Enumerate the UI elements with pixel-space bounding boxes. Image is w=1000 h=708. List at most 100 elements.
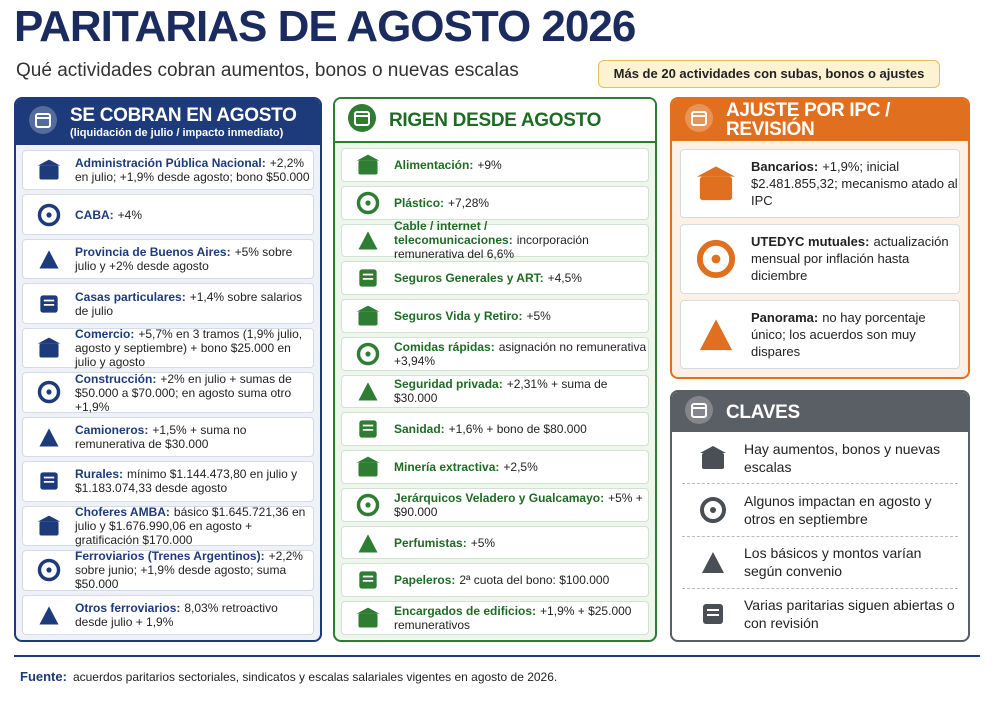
- column-header: AJUSTE POR IPC / REVISIÓN: [672, 99, 968, 141]
- header-icon: [684, 103, 714, 138]
- item-detail: +1,9% + $25.000 remunerativos: [394, 604, 632, 633]
- item-name: Papeleros:: [394, 573, 456, 588]
- item-name: Perfumistas:: [394, 535, 467, 550]
- header-text: RIGEN DESDE AGOSTO: [389, 111, 601, 130]
- item-text: Seguros Generales y ART: +4,5%: [394, 271, 582, 285]
- item-text: Rurales: mínimo $1.144.473,80 en julio y …: [75, 467, 313, 495]
- item: Plástico: +7,28%: [341, 185, 649, 220]
- column-title: RIGEN DESDE AGOSTO: [389, 109, 602, 131]
- item: Seguros Generales y ART: +4,5%: [341, 261, 649, 296]
- item-text: Papeleros: 2ª cuota del bono: $100.000: [394, 573, 609, 587]
- clave-text: Los básicos y montos varían según conven…: [744, 545, 922, 580]
- item-name: Cable / internet / telecomunicaciones:: [394, 219, 513, 248]
- item-name: Alimentación:: [394, 157, 474, 172]
- icon: [681, 312, 751, 356]
- item-detail: +9%: [477, 157, 502, 172]
- item: Comidas rápidas: asignación no remunerati…: [341, 336, 649, 371]
- header-glyph: [685, 103, 713, 132]
- item-detail: +5% + $90.000: [394, 490, 643, 519]
- item-detail: actualización mensual por inflación hast…: [751, 234, 949, 284]
- icon-glyph: [39, 606, 59, 625]
- clave-item: Algunos impactan en agosto y otros en se…: [682, 484, 958, 537]
- item-text: UTEDYC mutuales: actualización mensual po…: [751, 233, 959, 284]
- item: Panorama: no hay porcentaje único; los ac…: [680, 299, 960, 369]
- item: Rurales: mínimo $1.144.473,80 en julio y …: [22, 461, 314, 502]
- item: Ferroviarios (Trenes Argentinos): +2,2% s…: [22, 549, 314, 591]
- item-name: Construcción:: [75, 371, 157, 386]
- item: Jerárquicos Veladero y Gualcamayo: +5% + …: [341, 487, 649, 522]
- header-text: AJUSTE POR IPC / REVISIÓN: [726, 101, 956, 139]
- icon: [342, 605, 394, 631]
- claves-title: CLAVES: [726, 401, 800, 423]
- item: Encargados de edificios: +1,9% + $25.000 …: [341, 601, 649, 635]
- icon: [342, 303, 394, 329]
- item-text: Ferroviarios (Trenes Argentinos): +2,2% s…: [75, 549, 313, 591]
- icon-glyph: [356, 154, 380, 175]
- header-icon: [28, 105, 58, 140]
- icon-glyph: [702, 552, 724, 574]
- icon-glyph: [356, 191, 380, 214]
- item-name: Casas particulares:: [75, 289, 186, 304]
- item-name: Camioneros:: [75, 422, 149, 437]
- item: Choferes AMBA: básico $1.645.721,36 en ju…: [22, 505, 314, 547]
- item-detail: 8,03% retroactivo desde julio + 1,9%: [75, 600, 278, 629]
- clave-text: Algunos impactan en agosto y otros en se…: [744, 492, 932, 527]
- icon: [342, 378, 394, 404]
- item-name: Encargados de edificios:: [394, 604, 537, 619]
- item-name: Seguridad privada:: [394, 377, 503, 392]
- icon-glyph: [359, 269, 377, 287]
- item-detail: +2,2% en julio; +1,9% desde agosto; bono…: [75, 156, 310, 185]
- item-detail: +2,2% sobre junio; +1,9% desde agosto; s…: [75, 549, 303, 592]
- footer-label: Fuente:: [20, 669, 67, 684]
- icon: [682, 443, 744, 473]
- icon-glyph: [37, 337, 61, 358]
- item-name: Comercio:: [75, 327, 135, 342]
- icon: [681, 237, 751, 281]
- icon: [682, 495, 744, 525]
- item-text: Choferes AMBA: básico $1.645.721,36 en ju…: [75, 505, 313, 547]
- column: SE COBRAN EN AGOSTO (liquidación de julio…: [14, 97, 322, 642]
- item-text: Panorama: no hay porcentaje único; los ac…: [751, 309, 959, 360]
- claves-list: Hay aumentos, bonos y nuevas escalas Algu…: [672, 432, 968, 640]
- item-text: Otros ferroviarios: 8,03% retroactivo des…: [75, 601, 313, 629]
- icon-glyph: [359, 420, 377, 438]
- icon: [23, 335, 75, 361]
- icon: [342, 530, 394, 556]
- item: Comercio: +5,7% en 3 tramos (1,9% julio, …: [22, 327, 314, 369]
- item: Alimentación: +9%: [341, 148, 649, 182]
- item-detail: no hay porcentaje único; los acuerdos so…: [751, 309, 926, 359]
- icon: [23, 246, 75, 272]
- column-title: SE COBRAN EN AGOSTO: [70, 104, 297, 126]
- column-title: AJUSTE POR IPC / REVISIÓN: [726, 100, 891, 140]
- icon: [342, 341, 394, 367]
- badge: Más de 20 actividades con subas, bonos o…: [598, 60, 940, 88]
- item: Minería extractiva: +2,5%: [341, 450, 649, 484]
- icon-glyph: [699, 319, 733, 351]
- item-detail: +5% sobre julio y +2% desde agosto: [75, 245, 293, 274]
- item-text: Seguridad privada: +2,31% + suma de $30.0…: [394, 377, 648, 405]
- item-detail: +4%: [117, 207, 143, 222]
- icon: [23, 513, 75, 539]
- icon-glyph: [37, 381, 61, 404]
- item-detail: asignación no remunerativa +3,94%: [394, 339, 647, 368]
- item-text: Construcción: +2% en julio + sumas de $50…: [75, 372, 313, 414]
- item-name: Rurales:: [75, 467, 124, 482]
- item-name: Comidas rápidas:: [394, 339, 495, 354]
- item-text: Plástico: +7,28%: [394, 196, 489, 210]
- icon-glyph: [358, 533, 378, 553]
- item-name: Seguros Generales y ART:: [394, 271, 544, 286]
- item-text: Minería extractiva: +2,5%: [394, 460, 538, 474]
- icon: [23, 202, 75, 228]
- icon: [23, 424, 75, 450]
- clave-item: Varias paritarias siguen abiertas o con …: [682, 589, 958, 640]
- icon: [23, 291, 75, 317]
- item-name: UTEDYC mutuales:: [751, 234, 870, 250]
- icon-glyph: [696, 239, 736, 279]
- item-text: Seguros Vida y Retiro: +5%: [394, 309, 551, 323]
- item: Casas particulares: +1,4% sobre salarios …: [22, 283, 314, 324]
- item-detail: 2ª cuota del bono: $100.000: [459, 573, 610, 588]
- subtitle: Qué actividades cobran aumentos, bonos o…: [16, 60, 519, 81]
- item-detail: +1,6% + bono de $80.000: [448, 422, 587, 437]
- item-detail: +5%: [526, 308, 551, 323]
